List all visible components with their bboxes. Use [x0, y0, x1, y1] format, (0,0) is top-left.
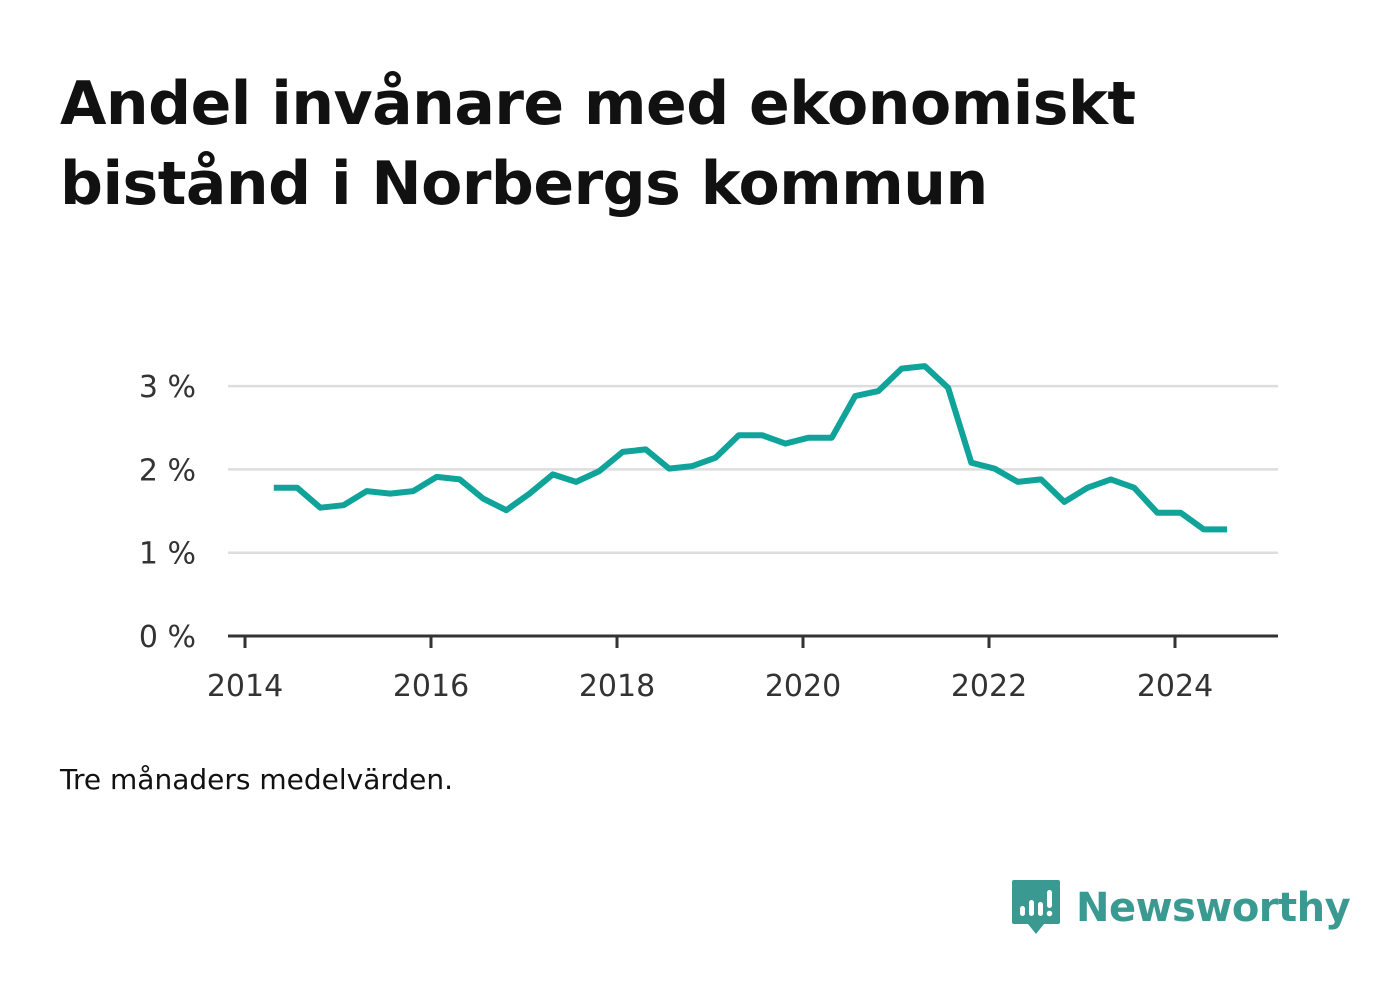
y-tick-label: 1 %: [139, 537, 196, 572]
y-tick-label: 0 %: [139, 620, 196, 655]
data-point: [294, 485, 300, 491]
data-point: [317, 505, 323, 511]
data-point: [341, 502, 347, 508]
plot-area: [271, 363, 1230, 533]
data-point: [643, 446, 649, 452]
series-line: [273, 363, 1228, 533]
data-point: [271, 485, 277, 491]
data-point: [550, 471, 556, 477]
data-point: [1154, 510, 1160, 516]
data-point: [1131, 485, 1137, 491]
data-point: [480, 496, 486, 502]
data-point: [434, 474, 440, 480]
data-point: [387, 491, 393, 497]
y-tick-label: 3 %: [139, 370, 196, 405]
data-point: [829, 435, 835, 441]
y-axis-tick-labels: 0 % 1 % 2 % 3 %: [139, 370, 196, 655]
data-point: [1201, 526, 1207, 532]
data-point: [968, 460, 974, 466]
data-point: [689, 463, 695, 469]
chart-title: Andel invånare med ekonomiskt bistånd i …: [60, 69, 1136, 219]
gridlines: [228, 384, 1278, 554]
data-point: [1108, 476, 1114, 482]
data-point: [899, 366, 905, 372]
data-point: [1178, 510, 1184, 516]
data-point: [1061, 499, 1067, 505]
data-point: [527, 491, 533, 497]
newsworthy-logo-icon: [1012, 880, 1060, 934]
brand-name: Newsworthy: [1076, 885, 1351, 931]
x-axis: 2014 2016 2018 2020 2022 2024: [207, 634, 1278, 704]
x-tick-label: 2016: [393, 669, 469, 704]
data-point: [852, 393, 858, 399]
data-point: [457, 476, 463, 482]
data-point: [736, 432, 742, 438]
data-point: [596, 468, 602, 474]
data-point: [1085, 485, 1091, 491]
footnote: Tre månaders medelvärden.: [60, 763, 454, 796]
x-tick-label: 2020: [765, 669, 841, 704]
y-tick-label: 2 %: [139, 453, 196, 488]
data-point: [875, 388, 881, 394]
data-point: [503, 507, 509, 513]
data-point: [620, 449, 626, 455]
data-point: [759, 432, 765, 438]
data-point: [992, 466, 998, 472]
x-tick-label: 2022: [951, 669, 1027, 704]
data-point: [922, 363, 928, 369]
data-point: [666, 466, 672, 472]
data-point: [1038, 476, 1044, 482]
brand-logo: Newsworthy: [1010, 878, 1351, 938]
data-point: [945, 385, 951, 391]
x-tick-label: 2024: [1137, 669, 1213, 704]
data-point: [410, 488, 416, 494]
x-tick-label: 2018: [579, 669, 655, 704]
data-point: [713, 455, 719, 461]
data-point: [573, 479, 579, 485]
data-point: [1015, 479, 1021, 485]
data-point: [806, 435, 812, 441]
data-point: [364, 488, 370, 494]
x-tick-label: 2014: [207, 669, 283, 704]
data-point: [782, 441, 788, 447]
data-point: [1224, 526, 1230, 532]
